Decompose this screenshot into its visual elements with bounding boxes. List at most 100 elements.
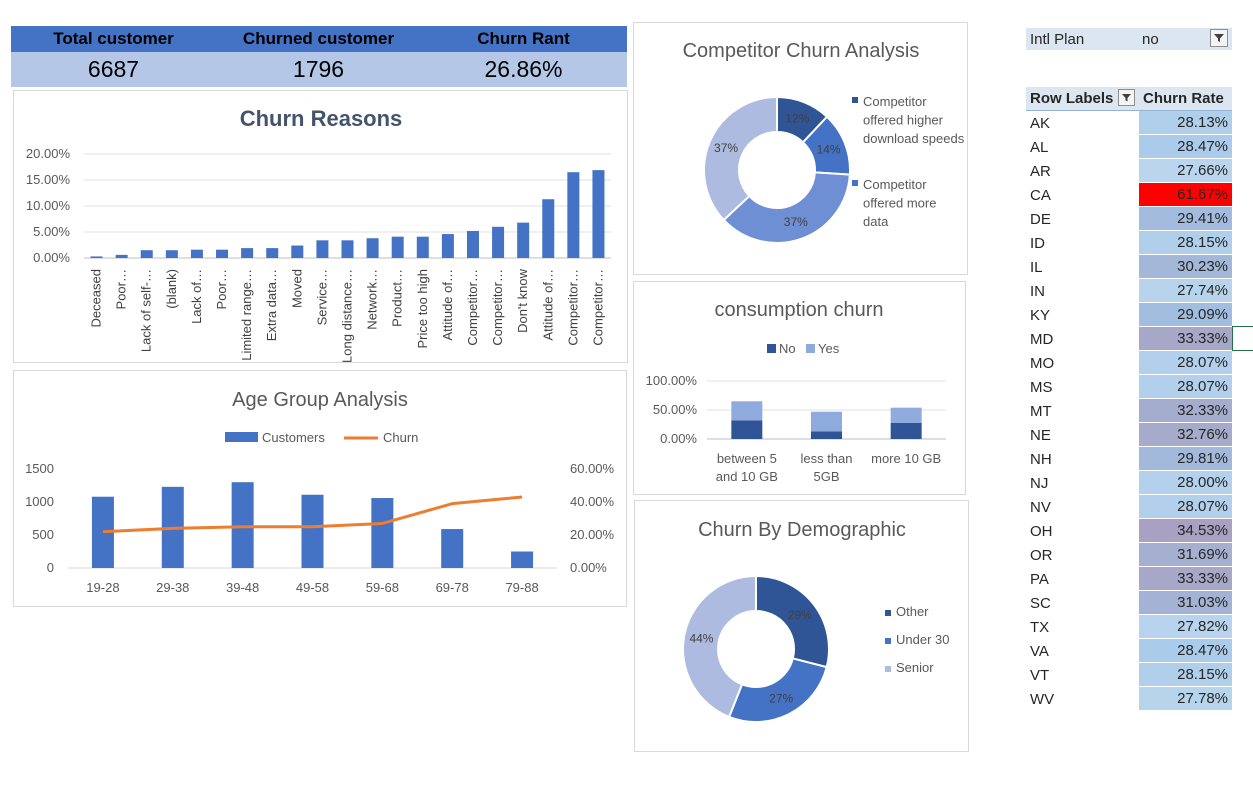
pivot-row[interactable]: ID 28.15% <box>1026 231 1232 255</box>
x-tick-label: 49-58 <box>296 580 329 595</box>
x-tick-label: Don't know <box>515 268 530 333</box>
x-tick-label: Limited range… <box>239 269 254 361</box>
kpi-values-bar: 6687 1796 26.86% <box>11 52 627 87</box>
x-tick-label: between 5 and 10 GB <box>716 451 778 484</box>
pivot-row[interactable]: KY 29.09% <box>1026 303 1232 327</box>
legend-label: Yes <box>818 341 840 356</box>
churn-rate-cell[interactable]: 28.15% <box>1139 231 1232 254</box>
pivot-row[interactable]: VA 28.47% <box>1026 639 1232 663</box>
churn-rate-cell[interactable]: 31.69% <box>1139 543 1232 566</box>
pivot-row[interactable]: CA 61.67% <box>1026 183 1232 207</box>
pivot-filter: Intl Plan no <box>1026 28 1232 50</box>
pivot-row[interactable]: MT 32.33% <box>1026 399 1232 423</box>
churn-rate-cell[interactable]: 29.09% <box>1139 303 1232 326</box>
pivot-row[interactable]: NH 29.81% <box>1026 447 1232 471</box>
legend-swatch <box>806 344 815 353</box>
churn-rate-cell[interactable]: 28.47% <box>1139 639 1232 662</box>
churn-rate-cell[interactable]: 28.07% <box>1139 495 1232 518</box>
pivot-row[interactable]: AL 28.47% <box>1026 135 1232 159</box>
churn-rate-cell[interactable]: 27.78% <box>1139 687 1232 710</box>
consumption-churn-chart[interactable]: consumption churn No Yes 0.00% 50.00% 100.00%… <box>633 281 966 495</box>
churn-rate-cell[interactable]: 29.81% <box>1139 447 1232 470</box>
pivot-row[interactable]: NV 28.07% <box>1026 495 1232 519</box>
state-label: NV <box>1030 499 1051 516</box>
state-label: CA <box>1030 187 1051 204</box>
x-tick-label: 19-28 <box>86 580 119 595</box>
state-label: AR <box>1030 163 1051 180</box>
churn-rate-cell[interactable]: 61.67% <box>1139 183 1232 206</box>
row-labels-filter-button[interactable] <box>1118 89 1135 106</box>
bar <box>366 238 379 258</box>
churn-rate-cell[interactable]: 27.66% <box>1139 159 1232 182</box>
churn-rate-cell[interactable]: 28.15% <box>1139 663 1232 686</box>
pivot-row[interactable]: DE 29.41% <box>1026 207 1232 231</box>
legend-swatch <box>885 666 891 672</box>
churn-rate-cell[interactable]: 28.47% <box>1139 135 1232 158</box>
pivot-row[interactable]: NE 32.76% <box>1026 423 1232 447</box>
kpi-rate-label: Churn Rant <box>477 29 570 48</box>
x-tick-label: Deceased <box>89 269 104 328</box>
y-tick-label: 20.00% <box>26 146 71 161</box>
churn-rate-cell[interactable]: 32.33% <box>1139 399 1232 422</box>
churn-rate-cell[interactable]: 31.03% <box>1139 591 1232 614</box>
pivot-row[interactable]: OR 31.69% <box>1026 543 1232 567</box>
churn-rate-cell[interactable]: 33.33% <box>1139 327 1232 350</box>
bar <box>241 248 254 258</box>
kpi-churned-label: Churned customer <box>242 29 395 48</box>
x-tick-label: Competitor… <box>590 269 605 346</box>
churn-rate-cell[interactable]: 28.07% <box>1139 375 1232 398</box>
donut-slice <box>755 574 830 669</box>
pivot-row[interactable]: OH 34.53% <box>1026 519 1232 543</box>
pivot-row[interactable]: TX 27.82% <box>1026 615 1232 639</box>
pivot-row[interactable]: MO 28.07% <box>1026 351 1232 375</box>
churn-rate-cell[interactable]: 28.07% <box>1139 351 1232 374</box>
churn-reasons-chart[interactable]: Churn Reasons 0.00% 5.00% 10.00% 15.00% 20.00… <box>13 90 628 363</box>
churn-rate-cell[interactable]: 33.33% <box>1139 567 1232 590</box>
pivot-row[interactable]: PA 33.33% <box>1026 567 1232 591</box>
churn-rate-cell[interactable]: 27.74% <box>1139 279 1232 302</box>
churn-rate-cell[interactable]: 34.53% <box>1139 519 1232 542</box>
pivot-row[interactable]: WV 27.78% <box>1026 687 1232 711</box>
churn-rate-cell[interactable]: 30.23% <box>1139 255 1232 278</box>
slice-label: 14% <box>817 143 841 157</box>
pivot-row[interactable]: IL 30.23% <box>1026 255 1232 279</box>
y2-tick-label: 0.00% <box>570 560 607 575</box>
churn-demographic-chart[interactable]: Churn By Demographic 29% 27% 44% Other Under … <box>634 500 969 752</box>
competitor-churn-chart[interactable]: Competitor Churn Analysis 12% 14% 37% 37% Com… <box>633 22 968 275</box>
bar-no <box>731 420 763 439</box>
churn-rate-cell[interactable]: 27.82% <box>1139 615 1232 638</box>
state-label: MS <box>1030 379 1053 396</box>
x-tick-label: Competitor… <box>490 269 505 346</box>
legend-label: No <box>779 341 796 356</box>
age-group-chart[interactable]: Age Group Analysis Customers Churn 0 500 1000… <box>13 370 627 607</box>
churn-rate-cell[interactable]: 28.13% <box>1139 111 1232 134</box>
pivot-row[interactable]: AK 28.13% <box>1026 111 1232 135</box>
filter-dropdown-button[interactable] <box>1210 29 1228 47</box>
x-tick-label: 59-68 <box>366 580 399 595</box>
state-label: MT <box>1030 403 1052 420</box>
state-label: NH <box>1030 451 1052 468</box>
pivot-row[interactable]: VT 28.15% <box>1026 663 1232 687</box>
state-label: VT <box>1030 667 1050 684</box>
filter-value[interactable]: no <box>1142 31 1159 48</box>
pivot-row[interactable]: NJ 28.00% <box>1026 471 1232 495</box>
pivot-row[interactable]: SC 31.03% <box>1026 591 1232 615</box>
bar <box>316 240 329 258</box>
churn-rate-cell[interactable]: 29.41% <box>1139 207 1232 230</box>
bar <box>542 199 555 258</box>
state-label: OR <box>1030 547 1053 564</box>
pivot-row[interactable]: MS 28.07% <box>1026 375 1232 399</box>
y-tick-label: 0.00% <box>660 431 697 446</box>
slice-label: 27% <box>769 691 793 705</box>
pivot-row[interactable]: MD 33.33% <box>1026 327 1232 351</box>
churn-rate-cell[interactable]: 28.00% <box>1139 471 1232 494</box>
filter-label: Intl Plan <box>1030 31 1085 48</box>
state-label: IN <box>1030 283 1045 300</box>
funnel-filter-icon <box>1214 34 1224 42</box>
churn-rate-cell[interactable]: 32.76% <box>1139 423 1232 446</box>
state-label: MD <box>1030 331 1054 348</box>
pivot-row[interactable]: AR 27.66% <box>1026 159 1232 183</box>
bar <box>266 248 279 258</box>
bar <box>190 249 203 258</box>
pivot-row[interactable]: IN 27.74% <box>1026 279 1232 303</box>
